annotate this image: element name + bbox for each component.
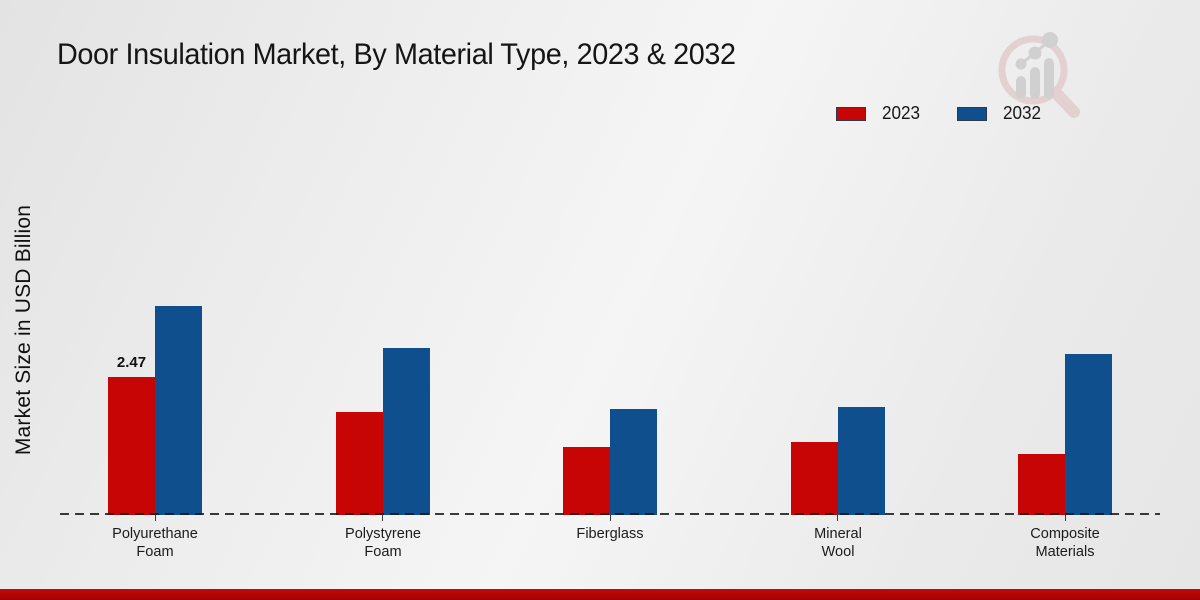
category-tick (609, 515, 611, 521)
bar-2032-4 (1065, 354, 1113, 515)
category-tick (837, 515, 839, 521)
category-tick (154, 515, 156, 521)
footer-accent-bar (0, 589, 1200, 600)
legend-item-2023: 2023 (836, 103, 921, 124)
category-label: Composite Materials (1030, 525, 1101, 560)
bar-2032-3 (837, 407, 885, 515)
category-label: Polystyrene Foam (344, 525, 421, 560)
x-axis-baseline (60, 513, 1160, 515)
bar-2032-1 (382, 347, 430, 515)
bar-2023-4 (1018, 454, 1066, 515)
legend-label: 2032 (1003, 103, 1042, 123)
chart-title: Door Insulation Market, By Material Type… (57, 38, 736, 71)
legend: 2023 2032 (836, 103, 1042, 124)
bar-value-label: 2.47 (116, 354, 147, 371)
bar-2023-0 (108, 377, 155, 515)
bar-2023-2 (563, 446, 611, 515)
category-label: Mineral Wool (813, 525, 862, 560)
legend-swatch (957, 106, 988, 121)
magnifier-bar-chart-logo-icon (998, 32, 1080, 118)
legend-item-2032: 2032 (957, 103, 1042, 124)
category-label: Fiberglass (576, 525, 644, 542)
category-tick (1064, 515, 1066, 521)
category-label: Polyurethane Foam (112, 525, 198, 560)
legend-swatch (836, 106, 866, 121)
bar-2023-3 (790, 441, 838, 515)
legend-label: 2023 (882, 103, 921, 123)
bar-2032-0 (155, 306, 202, 515)
bar-2032-2 (610, 408, 658, 515)
category-tick (382, 515, 384, 521)
bar-2023-1 (335, 412, 383, 515)
